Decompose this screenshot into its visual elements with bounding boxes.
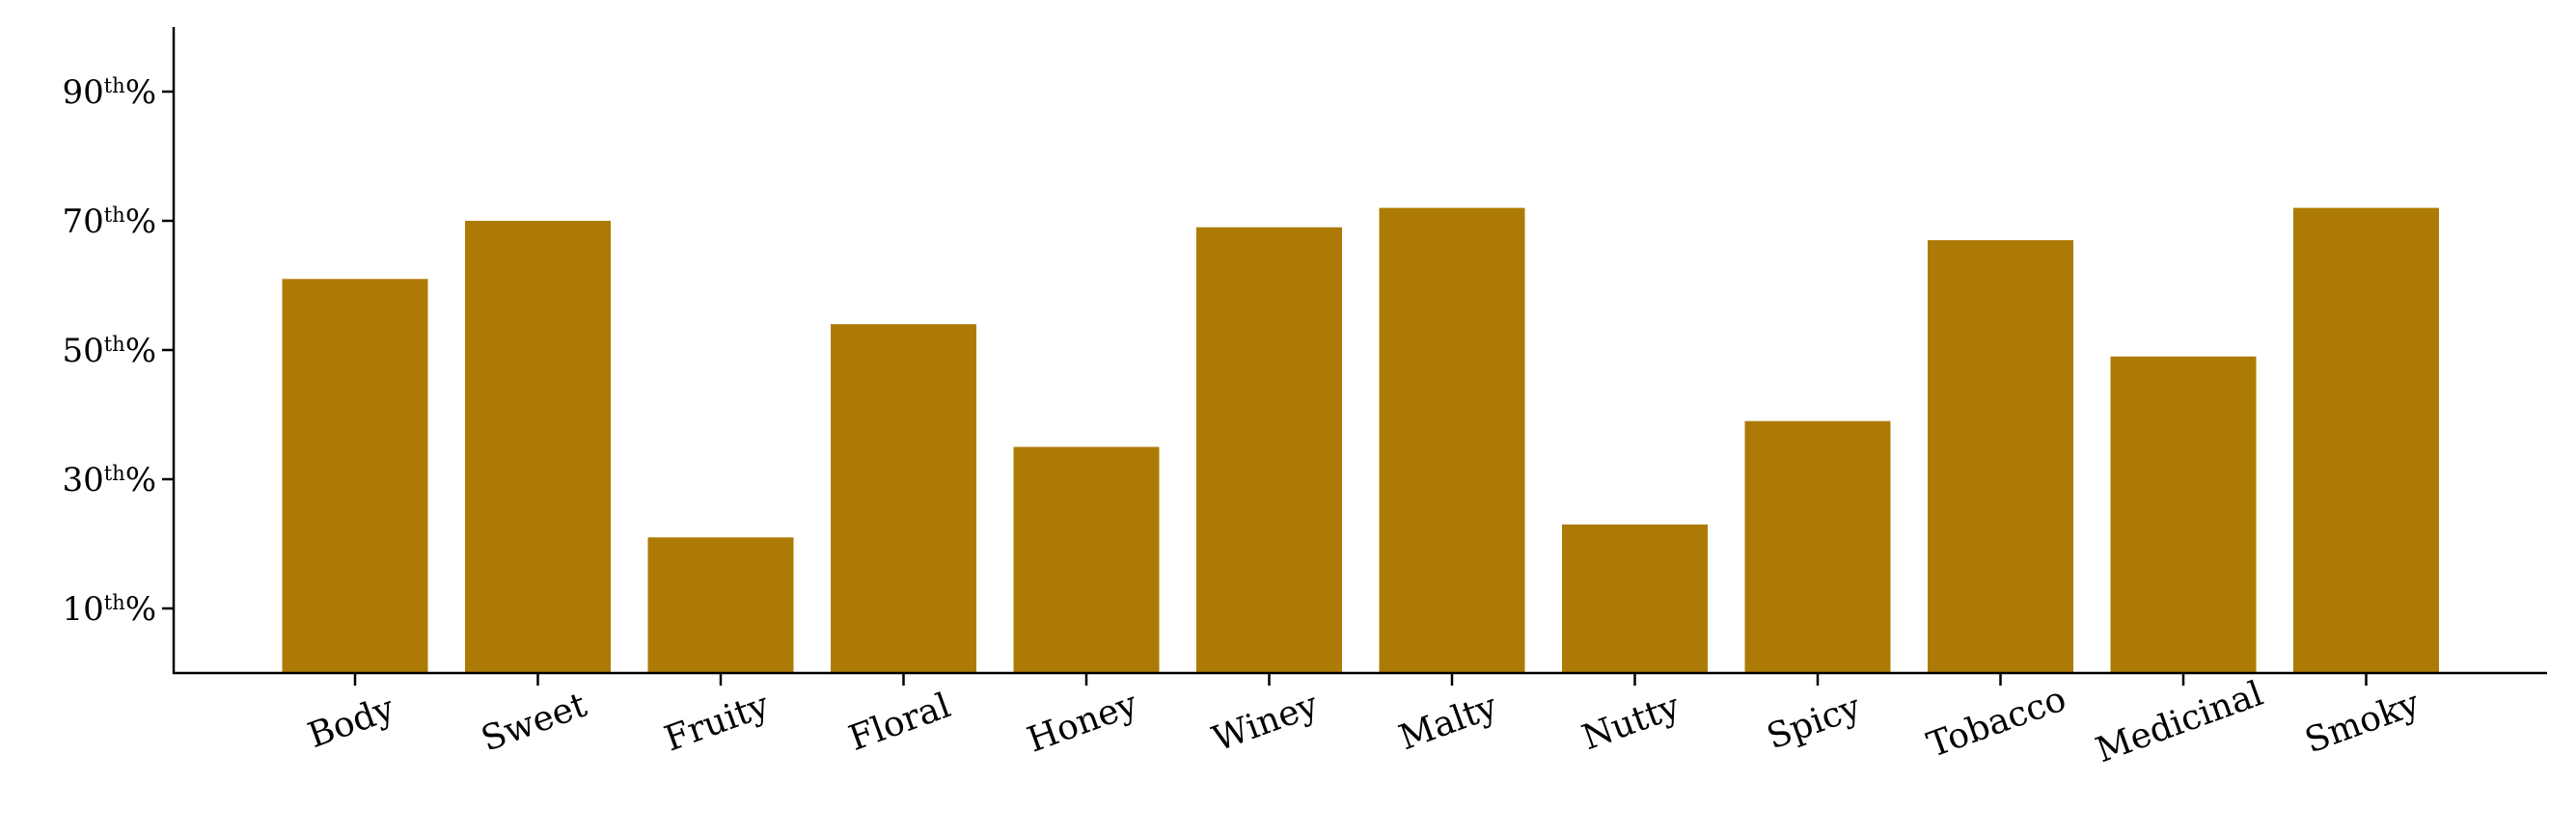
x-tick-label: Medicinal: [2091, 674, 2268, 770]
bar-winey: [1196, 227, 1342, 673]
x-tick-label: Floral: [844, 686, 956, 759]
x-tick-label: Winey: [1208, 685, 1325, 759]
x-tick-label: Honey: [1023, 685, 1143, 761]
y-tick-label: 50th%: [62, 332, 156, 370]
y-tick-label: 70th%: [62, 202, 156, 241]
x-tick-label: Body: [303, 688, 400, 756]
bar-sweet: [465, 221, 611, 673]
bar-body: [282, 279, 428, 673]
bar-honey: [1013, 446, 1160, 673]
x-tick-label: Sweet: [477, 686, 592, 760]
x-tick-label: Nutty: [1577, 687, 1685, 758]
x-axis: Body Sweet Fruity Floral Honey Winey Malty Nutt…: [173, 671, 2547, 770]
x-tick-label: Tobacco: [1922, 679, 2070, 766]
x-tick-label: Smoky: [2300, 684, 2425, 762]
y-axis: 10th% 30th% 50th% 70th% 90th%: [62, 27, 176, 674]
bar-medicinal: [2110, 356, 2257, 673]
bar-fruity: [647, 537, 794, 673]
x-tick-label: Spicy: [1762, 688, 1866, 758]
bar-spicy: [1744, 420, 1891, 673]
y-tick-label: 30th%: [62, 461, 156, 499]
bar-tobacco: [1928, 240, 2073, 673]
x-tick-label: Malty: [1394, 687, 1503, 759]
x-tick-label: Fruity: [660, 686, 776, 760]
bars-group: [282, 207, 2439, 673]
y-tick-label: 10th%: [62, 590, 156, 629]
bar-smoky: [2293, 207, 2439, 673]
bar-malty: [1379, 207, 1525, 673]
bar-floral: [831, 324, 976, 673]
y-tick-label: 90th%: [62, 73, 156, 112]
bar-nutty: [1562, 524, 1708, 673]
